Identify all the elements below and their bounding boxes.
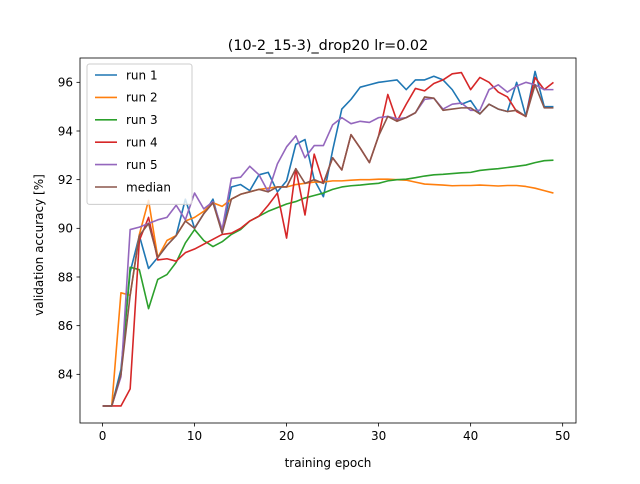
y-tick-label: 88 <box>58 270 73 284</box>
y-axis-label: validation accuracy [%] <box>32 174 46 316</box>
series-line-median <box>102 83 554 407</box>
y-tick-label: 96 <box>58 76 73 90</box>
series-line-run-5 <box>102 81 554 407</box>
y-tick-label: 92 <box>58 173 73 187</box>
legend-label: run 4 <box>126 136 158 150</box>
x-tick-label: 50 <box>555 429 570 443</box>
x-tick-label: 10 <box>187 429 202 443</box>
x-tick-label: 0 <box>99 429 107 443</box>
legend-label: run 2 <box>126 91 158 105</box>
legend-label: median <box>126 180 171 194</box>
legend-label: run 1 <box>126 68 158 82</box>
y-tick-label: 84 <box>58 368 73 382</box>
x-tick-label: 20 <box>279 429 294 443</box>
y-tick-label: 90 <box>58 222 73 236</box>
x-tick-label: 40 <box>463 429 478 443</box>
ticks-layer: 0 10 20 30 40 50 84 86 88 90 92 94 96 <box>58 76 571 443</box>
series-layer <box>102 70 554 407</box>
chart-title: (10-2_15-3)_drop20 lr=0.02 <box>228 38 429 54</box>
y-tick-label: 86 <box>58 319 73 333</box>
legend: run 1 run 2 run 3 run 4 run 5 median <box>86 63 193 205</box>
series-line-run-1 <box>102 70 554 407</box>
legend-label: run 5 <box>126 158 158 172</box>
plot-frame <box>79 57 577 424</box>
x-axis-label: training epoch <box>285 456 372 470</box>
x-tick-label: 30 <box>371 429 386 443</box>
legend-label: run 3 <box>126 113 158 127</box>
legend-box <box>86 63 193 205</box>
y-tick-label: 94 <box>58 124 73 138</box>
